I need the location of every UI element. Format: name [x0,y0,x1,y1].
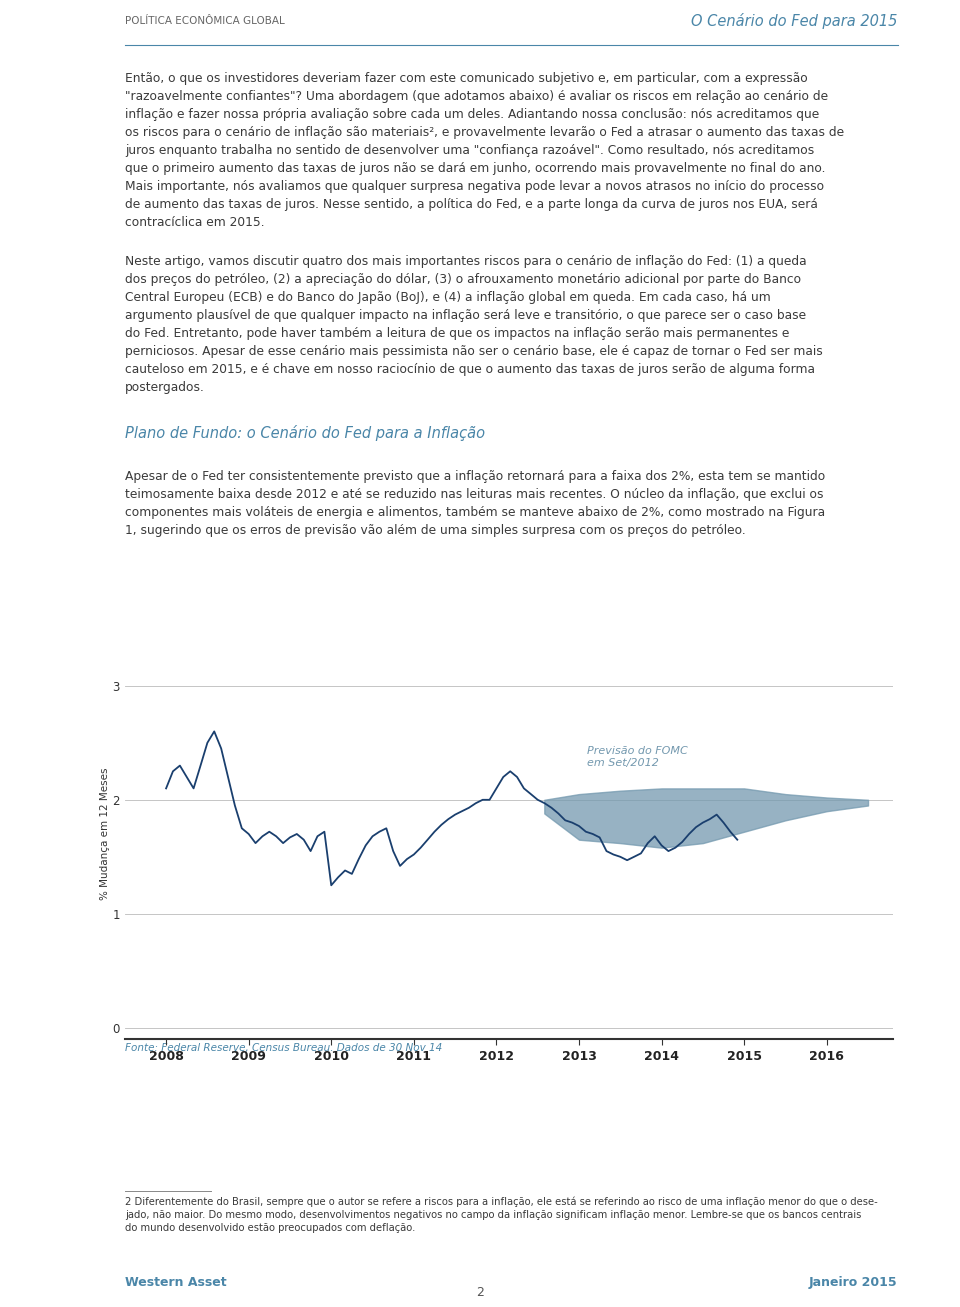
Text: Então, o que os investidores deveriam fazer com este comunicado subjetivo e, em : Então, o que os investidores deveriam fa… [125,72,844,229]
Text: Janeiro 2015: Janeiro 2015 [809,1277,898,1290]
Text: Fonte: Federal Reserve, Census Bureau. Dados de 30 Nov 14: Fonte: Federal Reserve, Census Bureau. D… [125,1043,442,1053]
Text: Western Asset: Western Asset [125,1277,227,1290]
Text: Neste artigo, vamos discutir quatro dos mais importantes riscos para o cenário d: Neste artigo, vamos discutir quatro dos … [125,255,823,393]
Text: Plano de Fundo: o Cenário do Fed para a Inflação: Plano de Fundo: o Cenário do Fed para a … [125,425,485,440]
Text: Apesar de o Fed ter consistentemente previsto que a inflação retornará para a fa: Apesar de o Fed ter consistentemente pre… [125,471,825,537]
Text: O Cenário do Fed para 2015: O Cenário do Fed para 2015 [691,13,898,29]
Text: 2 Diferentemente do Brasil, sempre que o autor se refere a riscos para a inflaçã: 2 Diferentemente do Brasil, sempre que o… [125,1196,877,1233]
Text: Figura1: Figura1 [134,579,173,589]
Text: 2: 2 [476,1286,484,1299]
Text: POLÍTICA ECONÔMICA GLOBAL: POLÍTICA ECONÔMICA GLOBAL [125,16,284,26]
Text: Previsão do FOMC
em Set/2012: Previsão do FOMC em Set/2012 [588,746,688,769]
Y-axis label: % Mudança em 12 Meses: % Mudança em 12 Meses [100,767,109,901]
Text: Núcleo da Inflação ao Consumidor Norte-americano: Corrente e Previsão: Núcleo da Inflação ao Consumidor Norte-a… [134,608,548,618]
